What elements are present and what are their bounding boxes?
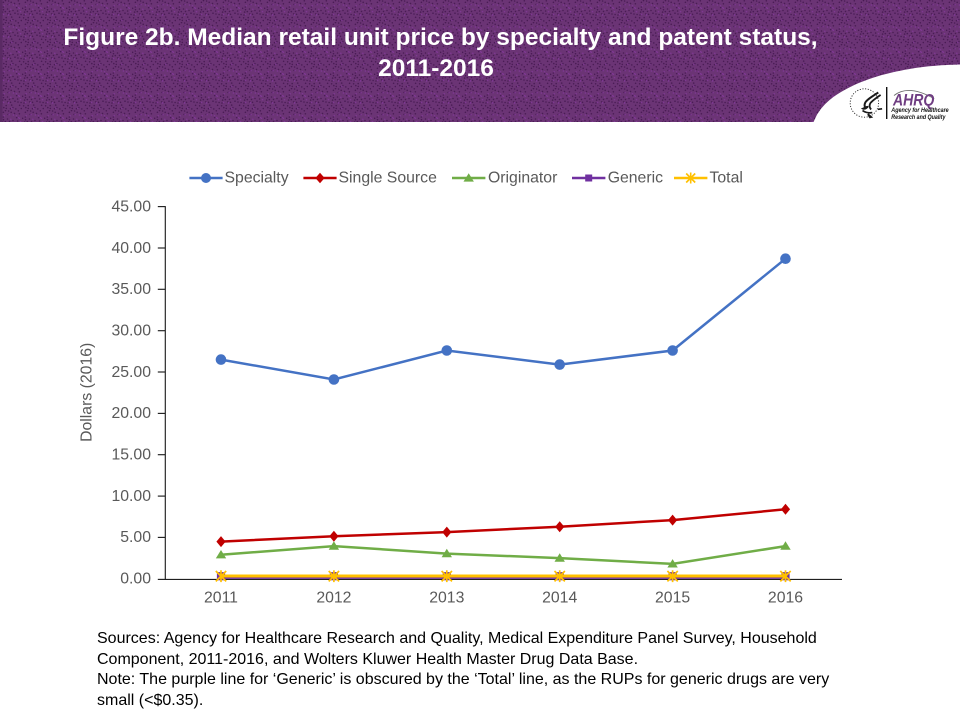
svg-text:AHRQ: AHRQ [892, 91, 934, 110]
svg-text:35.00: 35.00 [111, 281, 151, 298]
svg-text:Single Source: Single Source [339, 170, 438, 187]
svg-text:2015: 2015 [655, 589, 690, 606]
svg-text:10.00: 10.00 [111, 488, 151, 505]
svg-text:20.00: 20.00 [111, 405, 151, 422]
svg-text:0.00: 0.00 [120, 571, 151, 588]
svg-text:2016: 2016 [768, 589, 803, 606]
svg-text:Specialty: Specialty [225, 170, 289, 187]
svg-text:25.00: 25.00 [111, 364, 151, 381]
svg-text:Dollars (2016): Dollars (2016) [78, 343, 95, 442]
svg-text:30.00: 30.00 [111, 323, 151, 340]
svg-text:Total: Total [710, 170, 743, 187]
svg-text:Agency for Healthcare: Agency for Healthcare [890, 107, 949, 114]
svg-text:Originator: Originator [488, 170, 557, 187]
svg-text:40.00: 40.00 [111, 240, 151, 257]
svg-text:15.00: 15.00 [111, 447, 151, 464]
svg-text:2011: 2011 [204, 589, 238, 606]
svg-text:5.00: 5.00 [120, 529, 151, 546]
svg-text:Generic: Generic [608, 170, 663, 187]
svg-text:2014: 2014 [542, 589, 577, 606]
svg-text:Research and Quality: Research and Quality [891, 114, 946, 121]
svg-text:2013: 2013 [429, 589, 464, 606]
svg-text:2012: 2012 [316, 589, 351, 606]
svg-text:45.00: 45.00 [111, 198, 151, 215]
